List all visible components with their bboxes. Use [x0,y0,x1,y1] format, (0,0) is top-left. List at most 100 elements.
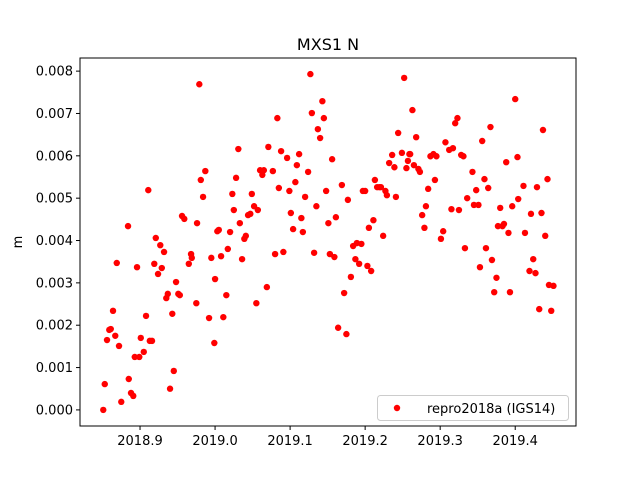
data-point [514,153,521,161]
data-point [115,342,123,350]
data-point [235,145,242,153]
data-point [449,145,457,152]
data-point [160,248,168,256]
data-point [475,201,482,209]
x-tick-label: 2019.3 [417,434,463,449]
y-tick-label: 0.004 [36,234,73,249]
data-point [224,245,232,253]
data-point [544,175,551,183]
data-point [520,182,527,190]
data-point [145,186,152,194]
data-point [494,222,502,230]
data-point [398,149,406,157]
y-tick-label: 0.001 [36,361,73,376]
data-point [521,229,529,237]
data-point [196,81,203,88]
data-point [421,224,428,232]
y-tick-label: 0.003 [36,276,73,291]
data-point [185,260,193,268]
data-point [223,291,230,299]
data-point [439,228,447,235]
data-point [220,313,227,321]
y-tick-label: 0.008 [36,65,73,80]
data-point [539,126,547,134]
data-point [208,254,215,262]
data-point [371,176,379,184]
data-point [332,214,340,221]
data-point [131,353,138,361]
data-point [410,161,418,169]
data-point [509,203,516,210]
data-point [211,275,219,283]
data-point [506,288,514,296]
data-point [404,157,412,165]
data-point [431,176,439,184]
data-point [394,129,402,137]
data-point [364,262,371,270]
data-point [526,267,533,275]
data-point [314,125,322,133]
data-point [515,195,522,203]
data-point [451,120,459,127]
data-point [493,274,500,281]
data-point [265,143,272,151]
data-point [271,250,279,258]
data-point [472,186,480,194]
data-point [313,203,320,210]
data-point [293,161,301,169]
data-point [416,168,424,176]
data-point [448,205,455,213]
data-point [322,187,330,195]
data-point [377,183,385,191]
data-point [295,150,303,158]
data-point [470,201,478,209]
data-point [176,291,184,299]
data-point [542,232,549,240]
data-point [460,153,467,160]
legend: repro2018a (IGS14) [377,395,569,421]
data-point [202,167,209,175]
data-point [301,193,309,201]
data-point [181,215,188,223]
data-point [550,282,557,290]
data-point [365,224,373,232]
data-point [331,253,338,261]
data-point [512,95,519,103]
y-tick-label: 0.002 [36,319,73,334]
data-points [100,70,557,414]
data-point [124,222,132,230]
data-point [193,219,201,227]
y-tick-label: 0.005 [36,192,73,207]
data-point [442,139,449,146]
data-point [379,232,387,240]
data-point [532,269,539,277]
data-point [383,192,391,199]
axis-ticks: 2018.9 2019.0 2019.1 2019.2 2019.3 2019.4 0.00… [36,65,538,449]
data-point [236,219,244,227]
data-point [304,168,312,176]
data-point [269,167,277,175]
data-point [241,235,248,243]
data-point [259,171,266,179]
data-point [172,278,180,286]
data-point [232,174,240,182]
data-point [461,244,469,252]
data-point [370,216,377,224]
data-point [275,184,283,192]
data-point [454,114,461,122]
data-point [412,133,420,141]
data-point [326,250,334,258]
data-point [215,226,223,234]
data-point [283,154,291,162]
data-point [400,74,408,82]
data-point [238,255,246,263]
data-point [103,336,111,344]
data-point [152,234,159,242]
data-point [254,206,262,214]
data-point [316,134,324,142]
data-point [505,229,512,237]
data-point [343,330,350,338]
data-point [107,325,114,333]
data-point [130,392,137,400]
data-point [101,380,108,388]
